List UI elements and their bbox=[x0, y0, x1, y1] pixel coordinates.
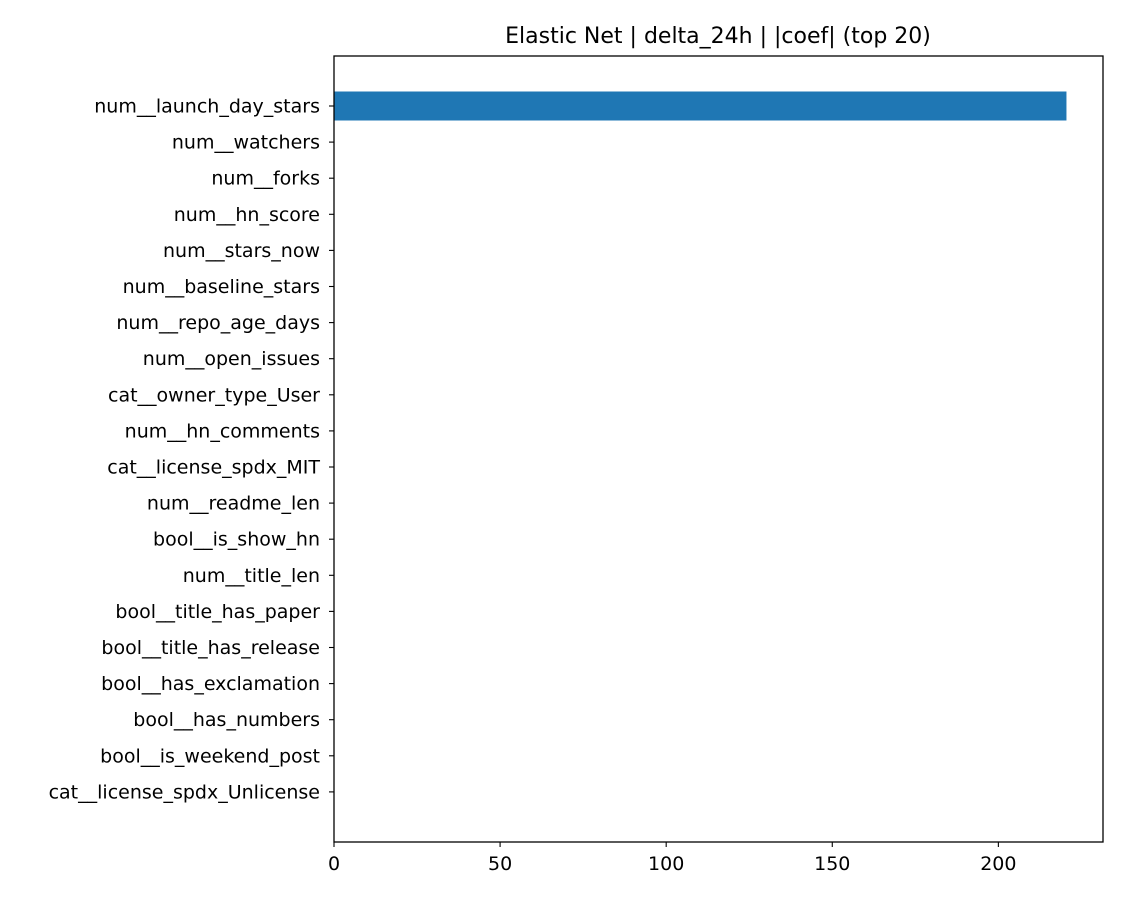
plot-frame bbox=[333, 55, 1104, 843]
bar bbox=[334, 91, 1067, 121]
y-tick-label: bool__title_has_release bbox=[101, 637, 320, 659]
y-tick-label: num__readme_len bbox=[147, 493, 320, 515]
y-tick-label: num__watchers bbox=[172, 132, 320, 154]
x-tick-label: 200 bbox=[980, 853, 1016, 875]
y-tick-label: num__hn_comments bbox=[125, 420, 320, 442]
y-tick-label: bool__title_has_paper bbox=[115, 601, 320, 623]
y-tick-label: num__repo_age_days bbox=[116, 312, 320, 334]
y-tick-label: bool__is_weekend_post bbox=[100, 745, 320, 767]
y-tick-label: cat__license_spdx_Unlicense bbox=[49, 781, 320, 803]
x-axis-ticks: 0 50 100 150 200 bbox=[328, 842, 1016, 875]
y-tick-label: cat__owner_type_User bbox=[108, 384, 320, 406]
y-tick-label: num__hn_score bbox=[174, 204, 320, 226]
bars-layer bbox=[334, 91, 1067, 121]
y-tick-label: num__title_len bbox=[183, 565, 320, 587]
y-tick-label: bool__has_exclamation bbox=[101, 673, 320, 695]
y-tick-label: num__forks bbox=[211, 168, 320, 190]
y-tick-label: cat__license_spdx_MIT bbox=[107, 457, 320, 479]
x-tick-label: 50 bbox=[488, 853, 512, 875]
y-tick-label: num__launch_day_stars bbox=[94, 96, 320, 118]
x-tick-label: 0 bbox=[328, 853, 340, 875]
x-tick-label: 150 bbox=[814, 853, 850, 875]
y-tick-label: bool__has_numbers bbox=[133, 709, 320, 731]
y-axis-ticks: num__launch_day_stars num__watchers num__f… bbox=[49, 96, 334, 803]
y-tick-label: num__stars_now bbox=[163, 240, 320, 262]
chart-title: Elastic Net | delta_24h | |coef| (top 20… bbox=[505, 24, 931, 49]
y-tick-label: bool__is_show_hn bbox=[153, 529, 320, 551]
y-tick-label: num__open_issues bbox=[143, 348, 320, 370]
y-tick-label: num__baseline_stars bbox=[123, 276, 320, 298]
x-tick-label: 100 bbox=[648, 853, 684, 875]
